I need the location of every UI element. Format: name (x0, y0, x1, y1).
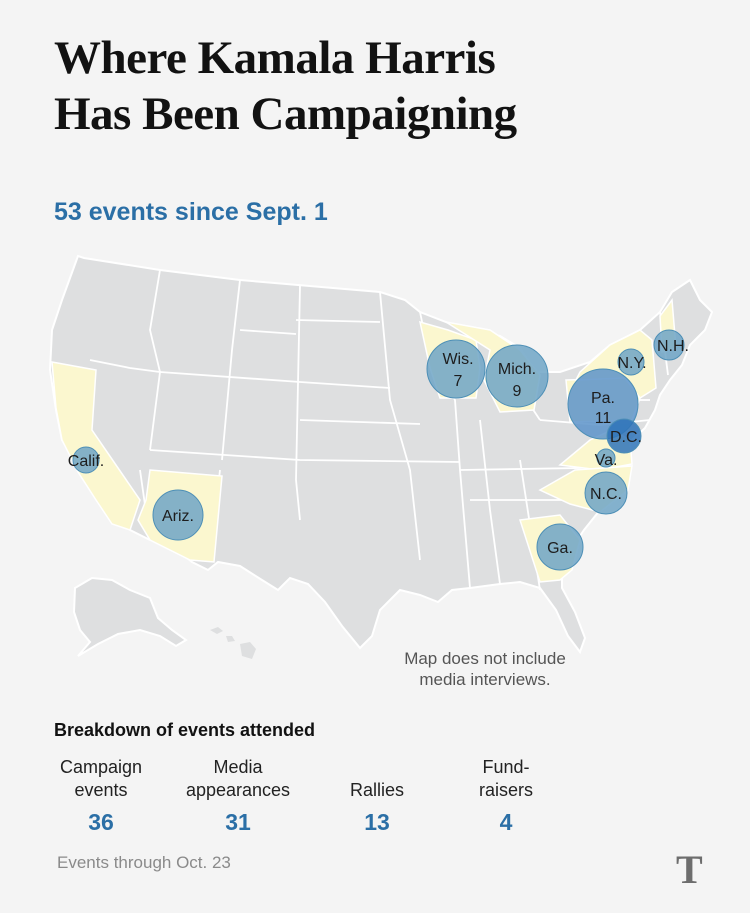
bubble-dc (606, 418, 642, 454)
bubble-wisconsin (426, 339, 486, 399)
stat-value: 31 (225, 809, 251, 835)
label-michigan-count: 9 (513, 383, 522, 400)
page-title: Where Kamala Harris Has Been Campaigning (54, 30, 714, 142)
bubble-new-hampshire (653, 329, 685, 361)
title-line-2: Has Been Campaigning (54, 88, 517, 140)
stat-value: 13 (364, 809, 390, 835)
stat-value-media-appearances: 31 (163, 809, 313, 839)
label-michigan: Mich. (498, 361, 536, 378)
stat-label-line-1: Fund- (482, 757, 530, 777)
label-dc: D.C. (610, 429, 642, 446)
stat-value: 36 (88, 809, 114, 835)
stat-label-line-1: Campaign (59, 757, 143, 777)
nyt-t-logo-icon: T (676, 847, 703, 892)
bubble-new-york (617, 348, 645, 376)
bubble-california (72, 446, 100, 474)
title-line-1: Where Kamala Harris (54, 32, 496, 84)
label-pennsylvania-count: 11 (595, 410, 612, 427)
stat-label-rallies: Rallies (302, 756, 452, 802)
label-new-hampshire: N.H. (657, 338, 689, 355)
map-note-line-1: Map does not include (404, 649, 566, 668)
stat-label-line-2: events (74, 780, 128, 800)
bubble-virginia (596, 448, 616, 468)
footnote: Events through Oct. 23 (57, 853, 231, 872)
state-california (51, 361, 141, 531)
label-north-carolina: N.C. (590, 486, 622, 503)
stat-label-line-2: raisers (478, 780, 533, 800)
label-arizona: Ariz. (162, 508, 194, 525)
stat-label-campaign-events: Campaign events (26, 756, 176, 802)
event-bubbles (72, 329, 685, 571)
breakdown-heading: Breakdown of events attended (54, 720, 316, 740)
label-pennsylvania: Pa. (591, 390, 615, 407)
stat-label-fundraisers: Fund- raisers (431, 756, 581, 802)
hawaii (210, 627, 256, 659)
stat-label-line-1: Media (213, 757, 263, 777)
label-georgia: Ga. (547, 540, 573, 557)
map-note-line-2: media interviews. (419, 670, 551, 689)
label-california: Calif. (68, 453, 104, 470)
us-map: Calif. Ariz. Wis. 7 Mich. 9 Pa. 11 N.Y. … (48, 254, 714, 659)
bubble-georgia (536, 523, 584, 571)
stat-value-rallies: 13 (302, 809, 452, 839)
alaska (72, 576, 188, 657)
label-new-york: N.Y. (617, 355, 646, 372)
map-note: Map does not include media interviews. (380, 648, 590, 690)
stat-label-media-appearances: Media appearances (163, 756, 313, 802)
stat-label-line-2: Rallies (349, 780, 405, 800)
label-wisconsin: Wis. (442, 351, 473, 368)
stat-value-campaign-events: 36 (26, 809, 176, 839)
bubble-north-carolina (584, 471, 628, 515)
label-virginia: Va. (595, 452, 618, 469)
stat-label-line-2: appearances (185, 780, 291, 800)
stat-value: 4 (499, 809, 513, 835)
label-wisconsin-count: 7 (454, 373, 463, 390)
subtitle: 53 events since Sept. 1 (54, 198, 328, 226)
stat-value-fundraisers: 4 (431, 809, 581, 839)
state-labels: Calif. Ariz. Wis. 7 Mich. 9 Pa. 11 N.Y. … (68, 338, 689, 557)
bubble-michigan (485, 344, 549, 408)
bubble-arizona (152, 489, 204, 541)
